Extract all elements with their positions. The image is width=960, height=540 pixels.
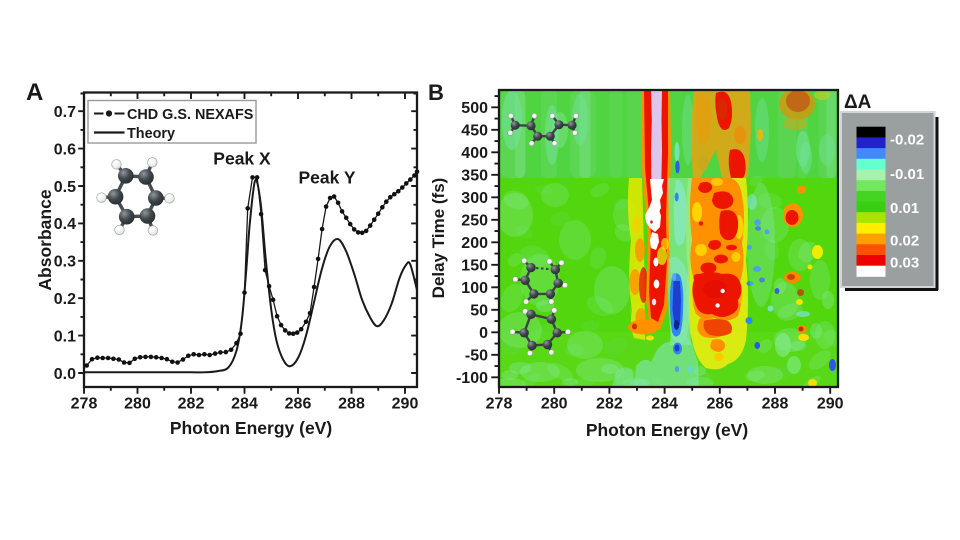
svg-text:Delay Time (fs): Delay Time (fs) (429, 178, 448, 299)
svg-text:290: 290 (392, 396, 419, 413)
svg-text:Absorbance: Absorbance (35, 189, 55, 290)
svg-text:288: 288 (762, 396, 789, 413)
svg-text:0.6: 0.6 (54, 141, 76, 158)
svg-text:150: 150 (461, 258, 488, 275)
svg-text:286: 286 (706, 396, 733, 413)
svg-text:CHD G.S. NEXAFS: CHD G.S. NEXAFS (127, 107, 254, 123)
svg-text:0.0: 0.0 (54, 366, 76, 383)
svg-text:0.02: 0.02 (890, 233, 919, 250)
svg-text:-0.02: -0.02 (890, 132, 924, 149)
svg-text:0.03: 0.03 (890, 255, 919, 272)
svg-text:0.3: 0.3 (54, 254, 76, 271)
svg-text:Peak Y: Peak Y (298, 168, 355, 188)
svg-text:B: B (428, 80, 444, 105)
svg-text:288: 288 (338, 396, 365, 413)
svg-text:0: 0 (479, 325, 488, 342)
svg-text:0.1: 0.1 (54, 328, 76, 345)
svg-text:284: 284 (651, 396, 678, 413)
svg-text:282: 282 (178, 396, 205, 413)
svg-text:Peak X: Peak X (213, 149, 271, 169)
svg-text:278: 278 (71, 396, 98, 413)
svg-text:290: 290 (817, 396, 844, 413)
svg-text:0.2: 0.2 (54, 291, 76, 308)
svg-text:0.4: 0.4 (54, 216, 76, 233)
svg-text:0.5: 0.5 (54, 179, 76, 196)
svg-text:300: 300 (461, 190, 488, 207)
svg-text:280: 280 (124, 396, 151, 413)
svg-text:100: 100 (461, 280, 488, 297)
svg-text:-0.01: -0.01 (890, 166, 924, 183)
svg-text:Theory: Theory (127, 126, 175, 142)
svg-text:284: 284 (231, 396, 258, 413)
svg-text:278: 278 (486, 396, 513, 413)
svg-text:A: A (26, 79, 43, 106)
svg-text:450: 450 (461, 123, 488, 140)
svg-text:400: 400 (461, 145, 488, 162)
svg-text:286: 286 (285, 396, 312, 413)
svg-text:500: 500 (461, 100, 488, 117)
svg-text:280: 280 (541, 396, 568, 413)
svg-text:Photon Energy (eV): Photon Energy (eV) (170, 418, 332, 438)
svg-text:-100: -100 (456, 370, 488, 387)
svg-text:ΔA: ΔA (844, 92, 872, 113)
svg-text:282: 282 (596, 396, 623, 413)
svg-text:0.01: 0.01 (890, 200, 919, 217)
svg-text:200: 200 (461, 235, 488, 252)
svg-text:350: 350 (461, 168, 488, 185)
svg-text:50: 50 (470, 303, 488, 320)
svg-text:Photon Energy (eV): Photon Energy (eV) (586, 420, 748, 440)
svg-text:250: 250 (461, 213, 488, 230)
svg-text:-50: -50 (465, 348, 488, 365)
svg-text:0.7: 0.7 (54, 104, 76, 121)
